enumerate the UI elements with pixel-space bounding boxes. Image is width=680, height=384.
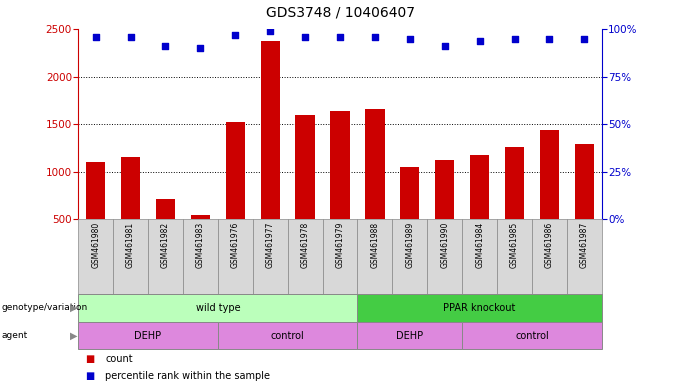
- Text: ■: ■: [85, 354, 95, 364]
- Point: [335, 34, 345, 40]
- Point: [509, 36, 520, 42]
- Text: GSM461980: GSM461980: [91, 222, 100, 268]
- Bar: [218, 219, 253, 294]
- Text: GSM461976: GSM461976: [231, 222, 240, 268]
- Bar: [218, 322, 358, 349]
- Text: GSM461987: GSM461987: [580, 222, 589, 268]
- Point: [195, 45, 206, 51]
- Text: GSM461986: GSM461986: [545, 222, 554, 268]
- Bar: [462, 322, 602, 349]
- Bar: [540, 130, 559, 267]
- Point: [125, 34, 136, 40]
- Bar: [462, 219, 497, 294]
- Text: count: count: [105, 354, 133, 364]
- Point: [474, 38, 485, 44]
- Point: [90, 34, 101, 40]
- Bar: [532, 219, 567, 294]
- Text: GSM461989: GSM461989: [405, 222, 414, 268]
- Bar: [365, 109, 384, 267]
- Text: GSM461985: GSM461985: [510, 222, 519, 268]
- Text: agent: agent: [1, 331, 28, 340]
- Bar: [427, 219, 462, 294]
- Bar: [288, 219, 322, 294]
- Bar: [497, 219, 532, 294]
- Text: control: control: [271, 331, 305, 341]
- Bar: [113, 219, 148, 294]
- Bar: [121, 157, 140, 267]
- Bar: [567, 219, 602, 294]
- Text: GSM461988: GSM461988: [371, 222, 379, 268]
- Bar: [253, 219, 288, 294]
- Text: DEHP: DEHP: [135, 331, 162, 341]
- Bar: [156, 199, 175, 267]
- Point: [160, 43, 171, 50]
- Bar: [78, 219, 113, 294]
- Text: GSM461981: GSM461981: [126, 222, 135, 268]
- Bar: [86, 162, 105, 267]
- Text: percentile rank within the sample: percentile rank within the sample: [105, 371, 271, 381]
- Bar: [401, 167, 420, 267]
- Text: genotype/variation: genotype/variation: [1, 303, 88, 313]
- Text: GSM461990: GSM461990: [440, 222, 449, 268]
- Text: GSM461978: GSM461978: [301, 222, 309, 268]
- Point: [230, 32, 241, 38]
- Point: [544, 36, 555, 42]
- Point: [300, 34, 311, 40]
- Point: [579, 36, 590, 42]
- Text: control: control: [515, 331, 549, 341]
- Bar: [260, 41, 279, 267]
- Text: GDS3748 / 10406407: GDS3748 / 10406407: [265, 6, 415, 20]
- Bar: [575, 144, 594, 267]
- Point: [405, 36, 415, 42]
- Bar: [470, 155, 489, 267]
- Text: ▶: ▶: [70, 303, 78, 313]
- Bar: [78, 294, 358, 322]
- Bar: [358, 294, 602, 322]
- Bar: [435, 161, 454, 267]
- Bar: [358, 322, 462, 349]
- Bar: [505, 147, 524, 267]
- Bar: [148, 219, 183, 294]
- Bar: [358, 219, 392, 294]
- Text: ■: ■: [85, 371, 95, 381]
- Text: DEHP: DEHP: [396, 331, 424, 341]
- Bar: [322, 219, 358, 294]
- Point: [439, 43, 450, 50]
- Text: PPAR knockout: PPAR knockout: [443, 303, 516, 313]
- Bar: [392, 219, 427, 294]
- Bar: [183, 219, 218, 294]
- Point: [265, 28, 275, 34]
- Bar: [226, 122, 245, 267]
- Bar: [78, 322, 218, 349]
- Text: wild type: wild type: [196, 303, 240, 313]
- Text: GSM461984: GSM461984: [475, 222, 484, 268]
- Text: GSM461979: GSM461979: [335, 222, 345, 268]
- Text: GSM461982: GSM461982: [161, 222, 170, 268]
- Point: [369, 34, 380, 40]
- Bar: [191, 215, 210, 267]
- Text: ▶: ▶: [70, 331, 78, 341]
- Text: GSM461983: GSM461983: [196, 222, 205, 268]
- Text: GSM461977: GSM461977: [266, 222, 275, 268]
- Bar: [296, 115, 315, 267]
- Bar: [330, 111, 350, 267]
